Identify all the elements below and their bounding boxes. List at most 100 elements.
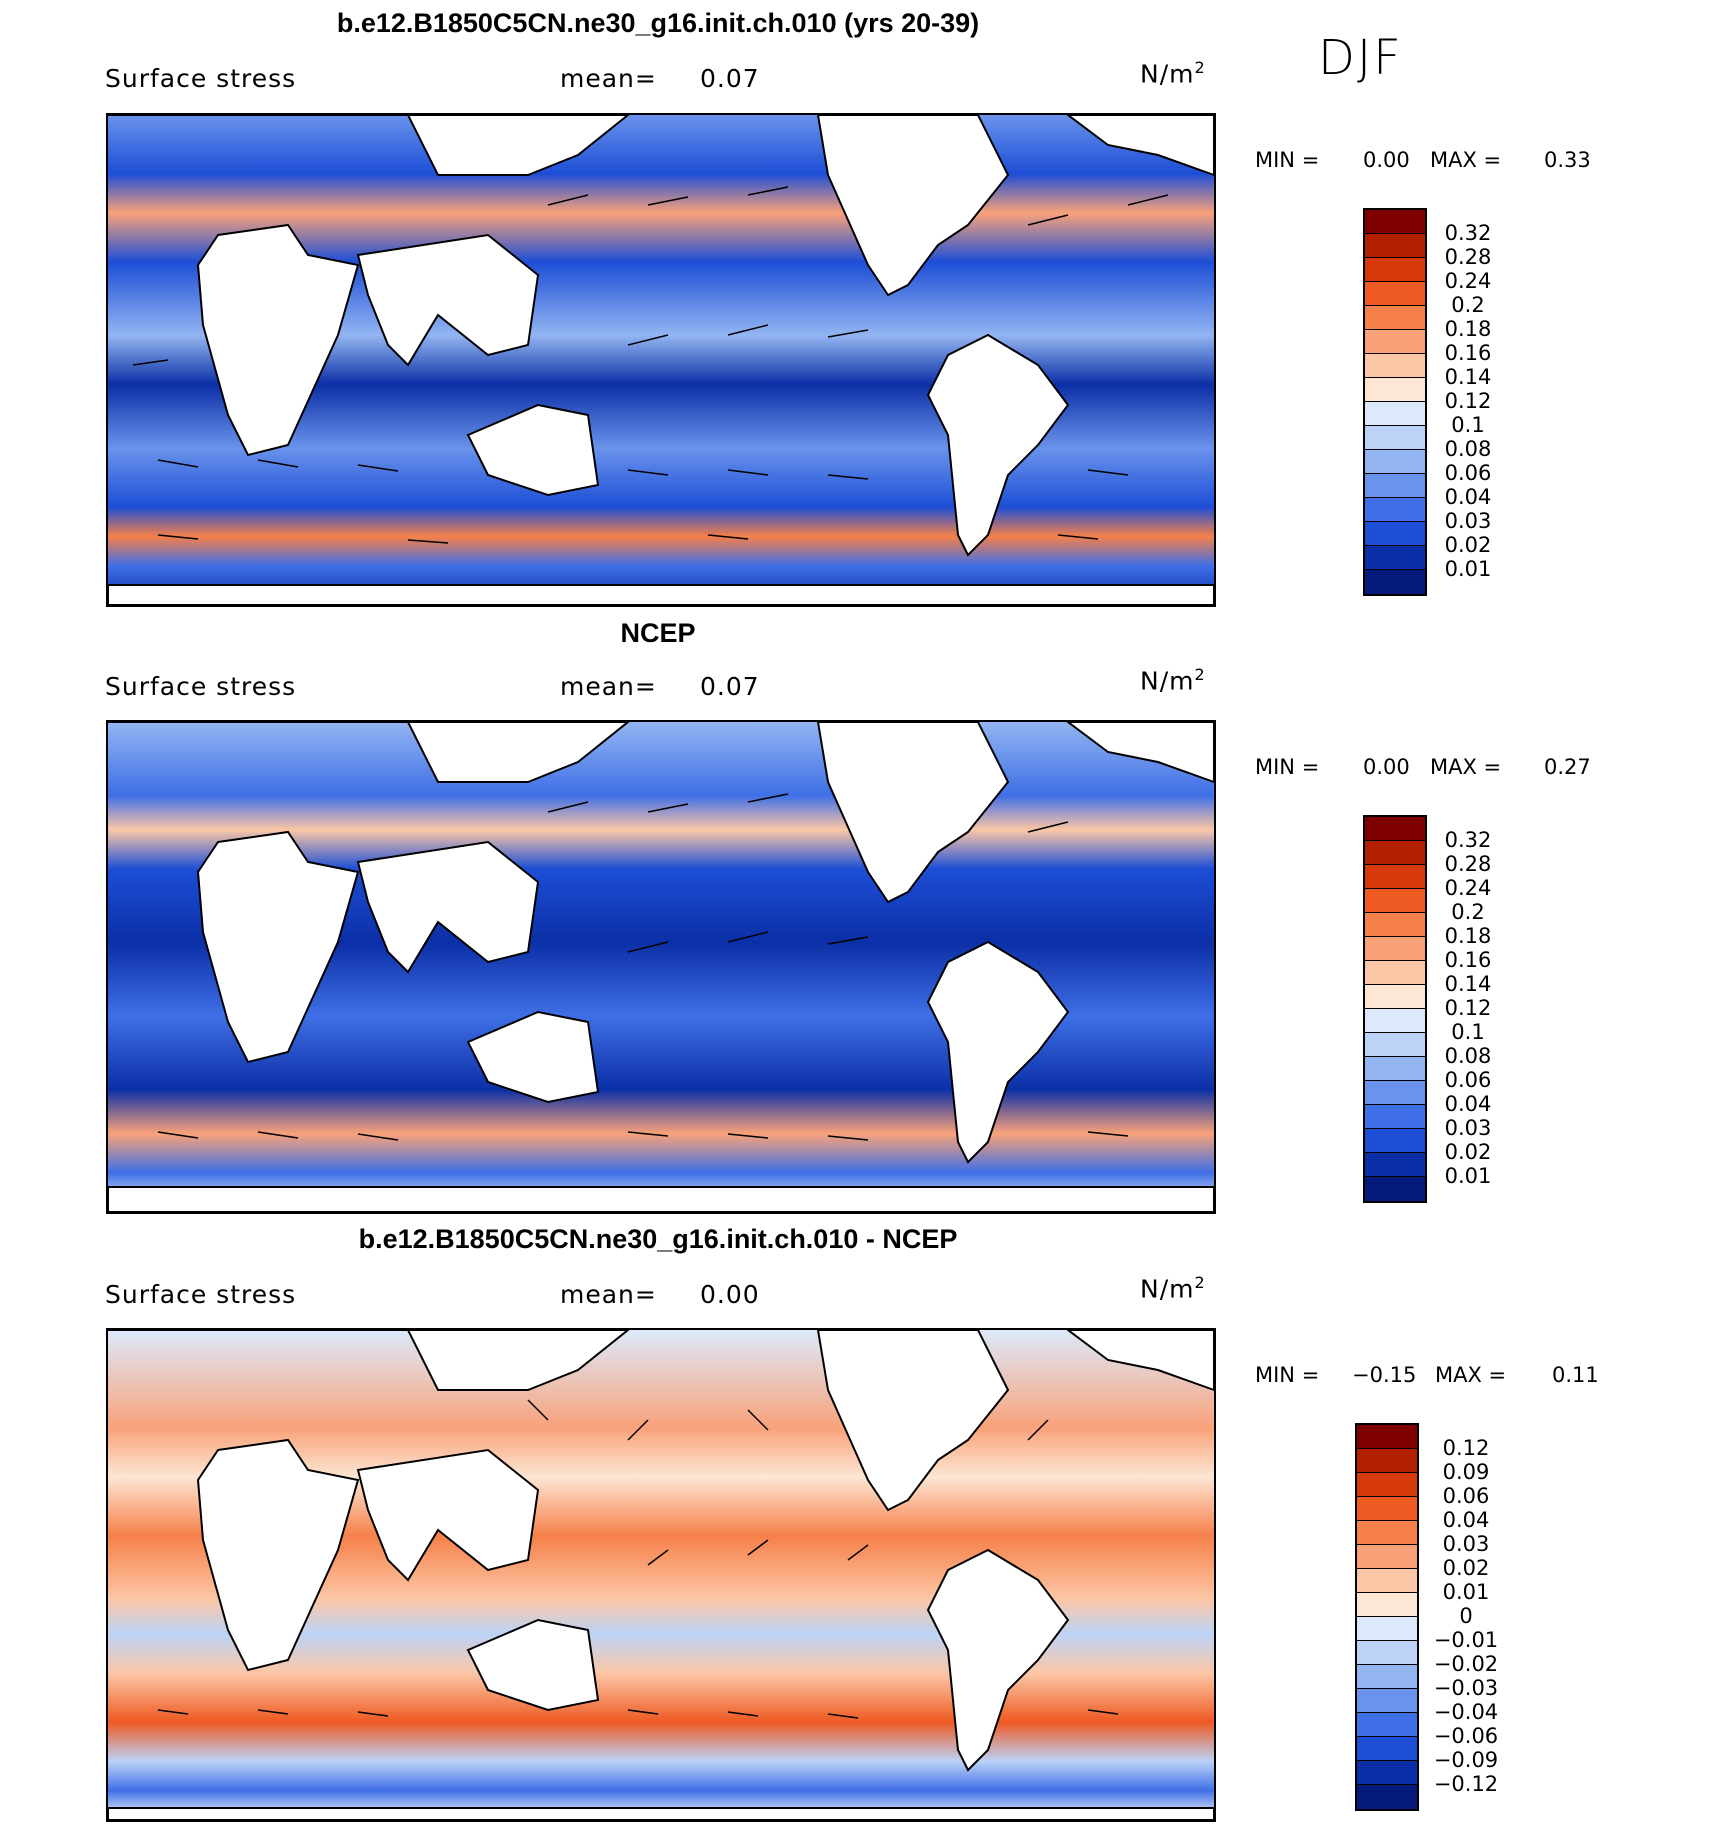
- panel-3-variable: Surface stress: [105, 1280, 297, 1309]
- cb2-swatch-10: [1365, 1057, 1425, 1081]
- panel-1-min-label: MIN =: [1255, 148, 1320, 172]
- panel-3-units: N/m2: [1140, 1273, 1206, 1304]
- cb2-label: 0.06: [1444, 1068, 1492, 1092]
- cb3-label: 0.01: [1442, 1580, 1490, 1604]
- cb3-label: −0.09: [1433, 1748, 1499, 1772]
- panel-2-map-svg: [108, 722, 1214, 1212]
- cb2-swatch-7: [1365, 985, 1425, 1009]
- cb2-swatch-2: [1365, 865, 1425, 889]
- cb1-label: 0.18: [1444, 317, 1492, 341]
- panel-3-title: b.e12.B1850C5CN.ne30_g16.init.ch.010 - N…: [358, 1224, 958, 1254]
- cb2-swatch-0: [1365, 817, 1425, 841]
- panel-2-colorbar: [1363, 815, 1427, 1203]
- panel-1-mean-value: 0.07: [700, 64, 760, 93]
- cb1-swatch-13: [1365, 522, 1425, 546]
- cb2-swatch-4: [1365, 913, 1425, 937]
- cb1-label: 0.01: [1444, 557, 1492, 581]
- panel-3-min-value: −0.15: [1352, 1363, 1417, 1387]
- panel-2-map: [106, 720, 1216, 1214]
- panel-1-min-value: 0.00: [1363, 148, 1410, 172]
- cb1-label: 0.32: [1444, 221, 1492, 245]
- panel-3-map-svg: [108, 1330, 1214, 1820]
- cb1-swatch-10: [1365, 450, 1425, 474]
- panel-2-mean-value: 0.07: [700, 672, 760, 701]
- cb2-label: 0.12: [1444, 996, 1492, 1020]
- panel-1-variable: Surface stress: [105, 64, 297, 93]
- stress-vectors: [132, 186, 1169, 544]
- cb2-label: 0.18: [1444, 924, 1492, 948]
- cb2-label: 0.2: [1451, 900, 1485, 924]
- cb3-label: −0.01: [1433, 1628, 1499, 1652]
- cb3-swatch-8: [1357, 1617, 1417, 1641]
- panel-3-min-label: MIN =: [1255, 1363, 1320, 1387]
- panel-2-max-label: MAX =: [1430, 755, 1502, 779]
- cb3-label: 0.04: [1442, 1508, 1490, 1532]
- cb1-swatch-3: [1365, 282, 1425, 306]
- panel-1-map: [106, 113, 1216, 607]
- cb3-label: −0.06: [1433, 1724, 1499, 1748]
- cb2-label: 0.14: [1444, 972, 1492, 996]
- panel-3-mean-value: 0.00: [700, 1280, 760, 1309]
- cb3-label: 0.06: [1442, 1484, 1490, 1508]
- cb1-swatch-8: [1365, 402, 1425, 426]
- cb1-swatch-12: [1365, 498, 1425, 522]
- cb3-swatch-11: [1357, 1689, 1417, 1713]
- panel-2-colorbar-labels: 0.32 0.28 0.24 0.2 0.18 0.16 0.14 0.12 0…: [1440, 828, 1496, 1188]
- stress-vectors: [157, 793, 1129, 1141]
- panel-3-max-label: MAX =: [1435, 1363, 1507, 1387]
- cb3-label: −0.04: [1433, 1700, 1499, 1724]
- cb3-swatch-3: [1357, 1497, 1417, 1521]
- cb3-swatch-5: [1357, 1545, 1417, 1569]
- cb2-swatch-13: [1365, 1129, 1425, 1153]
- panel-3-mean-label: mean=: [560, 1280, 657, 1309]
- panel-1-mean-label: mean=: [560, 64, 657, 93]
- cb3-swatch-12: [1357, 1713, 1417, 1737]
- cb2-label: 0.32: [1444, 828, 1492, 852]
- cb1-label: 0.02: [1444, 533, 1492, 557]
- cb1-swatch-7: [1365, 378, 1425, 402]
- cb3-swatch-13: [1357, 1737, 1417, 1761]
- season-label: DJF: [1318, 30, 1403, 86]
- cb1-swatch-4: [1365, 306, 1425, 330]
- cb3-swatch-4: [1357, 1521, 1417, 1545]
- cb2-swatch-15: [1365, 1177, 1425, 1201]
- cb2-swatch-8: [1365, 1009, 1425, 1033]
- cb1-label: 0.08: [1444, 437, 1492, 461]
- panel-2-min-value: 0.00: [1363, 755, 1410, 779]
- cb1-label: 0.04: [1444, 485, 1492, 509]
- cb2-swatch-1: [1365, 841, 1425, 865]
- panel-1-map-svg: [108, 115, 1214, 605]
- cb1-label: 0.12: [1444, 389, 1492, 413]
- cb2-swatch-14: [1365, 1153, 1425, 1177]
- cb3-label: 0.09: [1442, 1460, 1490, 1484]
- cb3-label: 0.12: [1442, 1436, 1490, 1460]
- panel-1-colorbar-labels: 0.32 0.28 0.24 0.2 0.18 0.16 0.14 0.12 0…: [1440, 221, 1496, 581]
- panel-3-colorbar-labels: 0.12 0.09 0.06 0.04 0.03 0.02 0.01 0 −0.…: [1428, 1436, 1504, 1796]
- panel-2-min-label: MIN =: [1255, 755, 1320, 779]
- panel-1-units: N/m2: [1140, 58, 1206, 89]
- panel-2-units: N/m2: [1140, 665, 1206, 696]
- cb1-label: 0.1: [1451, 413, 1485, 437]
- cb2-label: 0.16: [1444, 948, 1492, 972]
- cb1-swatch-11: [1365, 474, 1425, 498]
- cb2-label: 0.24: [1444, 876, 1492, 900]
- cb3-label: 0.02: [1442, 1556, 1490, 1580]
- cb3-label: −0.02: [1433, 1652, 1499, 1676]
- cb2-swatch-3: [1365, 889, 1425, 913]
- panel-2-variable: Surface stress: [105, 672, 297, 701]
- cb3-swatch-6: [1357, 1569, 1417, 1593]
- panel-2-mean-label: mean=: [560, 672, 657, 701]
- cb3-swatch-1: [1357, 1449, 1417, 1473]
- cb1-swatch-0: [1365, 210, 1425, 234]
- stress-vectors: [157, 1399, 1119, 1719]
- cb3-swatch-15: [1357, 1785, 1417, 1809]
- cb1-swatch-6: [1365, 354, 1425, 378]
- cb2-label: 0.04: [1444, 1092, 1492, 1116]
- cb1-swatch-15: [1365, 570, 1425, 594]
- cb2-label: 0.02: [1444, 1140, 1492, 1164]
- panel-1-colorbar: [1363, 208, 1427, 596]
- cb2-label: 0.03: [1444, 1116, 1492, 1140]
- cb1-label: 0.06: [1444, 461, 1492, 485]
- panel-2-max-value: 0.27: [1544, 755, 1591, 779]
- cb2-swatch-12: [1365, 1105, 1425, 1129]
